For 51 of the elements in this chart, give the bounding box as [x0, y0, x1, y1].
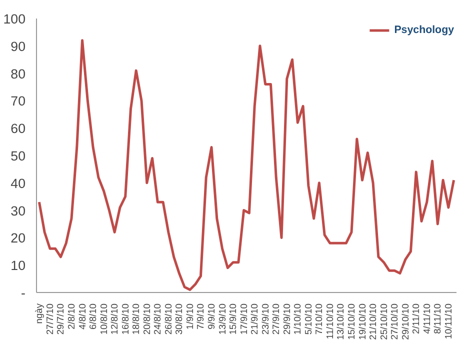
x-tick-label: 13/9/10	[217, 304, 228, 335]
x-tick-label: 9/9/10	[206, 303, 216, 330]
x-tick-label: 26/8/10	[163, 304, 174, 335]
y-tick-label: 40	[10, 176, 26, 191]
x-tick-label: 12/8/10	[110, 304, 120, 335]
x-tick-label: 4/8/10	[77, 303, 88, 330]
x-tick-label: 4/11/10	[422, 303, 432, 334]
x-tick-label: 27/9/10	[271, 304, 282, 335]
x-tick-label: 18/8/10	[131, 304, 142, 335]
x-tick-label: 23/9/10	[260, 304, 270, 335]
x-tick-label: 10/8/10	[98, 304, 109, 335]
y-tick-label: 80	[10, 66, 26, 82]
y-tick-label: 70	[10, 94, 26, 109]
y-tick-label: 60	[10, 121, 26, 136]
x-tick-label: 20/8/10	[142, 304, 152, 335]
x-tick-label: 1/10/10	[292, 304, 303, 335]
x-tick-label: 29/9/10	[282, 304, 292, 335]
y-tick-label: -	[21, 286, 26, 300]
x-tick-label: 10/11/10	[443, 303, 454, 340]
x-tick-label: 24/8/10	[152, 304, 163, 335]
x-tick-label: 15/10/10	[346, 304, 356, 340]
x-tick-label: 30/8/10	[174, 304, 184, 335]
y-tick-label: 50	[10, 148, 26, 164]
x-tick-label: 6/8/10	[88, 303, 98, 330]
x-tick-label: 19/10/10	[357, 304, 368, 340]
x-tick-label: 11/10/10	[324, 303, 335, 340]
y-tick-label: 10	[10, 258, 26, 274]
x-tick-label: 27/10/10	[390, 304, 400, 340]
x-tick-label: 29/7/10	[56, 304, 66, 335]
x-tick-label: 5/10/10	[303, 304, 314, 335]
y-tick-label: 20	[10, 230, 26, 246]
x-tick-label: 13/10/10	[336, 304, 346, 340]
x-tick-label: 16/8/10	[120, 304, 130, 335]
y-tick-label: 100	[3, 12, 26, 26]
legend-label: Psychology	[394, 24, 454, 36]
x-tick-label: 21/9/10	[250, 304, 260, 335]
x-tick-label: 2/11/10	[411, 303, 422, 334]
x-tick-label: 8/11/10	[432, 303, 443, 334]
x-tick-label: 7/9/10	[196, 303, 206, 330]
x-tick-label: ngày	[34, 303, 44, 324]
x-tick-label: 25/10/10	[378, 304, 389, 340]
x-tick-label: 15/9/10	[228, 304, 238, 335]
x-tick-label: 27/7/10	[44, 304, 55, 335]
x-tick-label: 7/10/10	[314, 304, 324, 335]
y-tick-label: 30	[10, 203, 26, 218]
x-tick-label: 1/9/10	[184, 303, 195, 330]
x-tick-label: 17/9/10	[238, 304, 249, 335]
x-tick-label: 2/8/10	[66, 303, 76, 330]
y-tick-label: 90	[10, 38, 26, 54]
x-tick-label: 21/10/10	[368, 304, 378, 340]
x-tick-label: 29/10/10	[400, 304, 410, 340]
